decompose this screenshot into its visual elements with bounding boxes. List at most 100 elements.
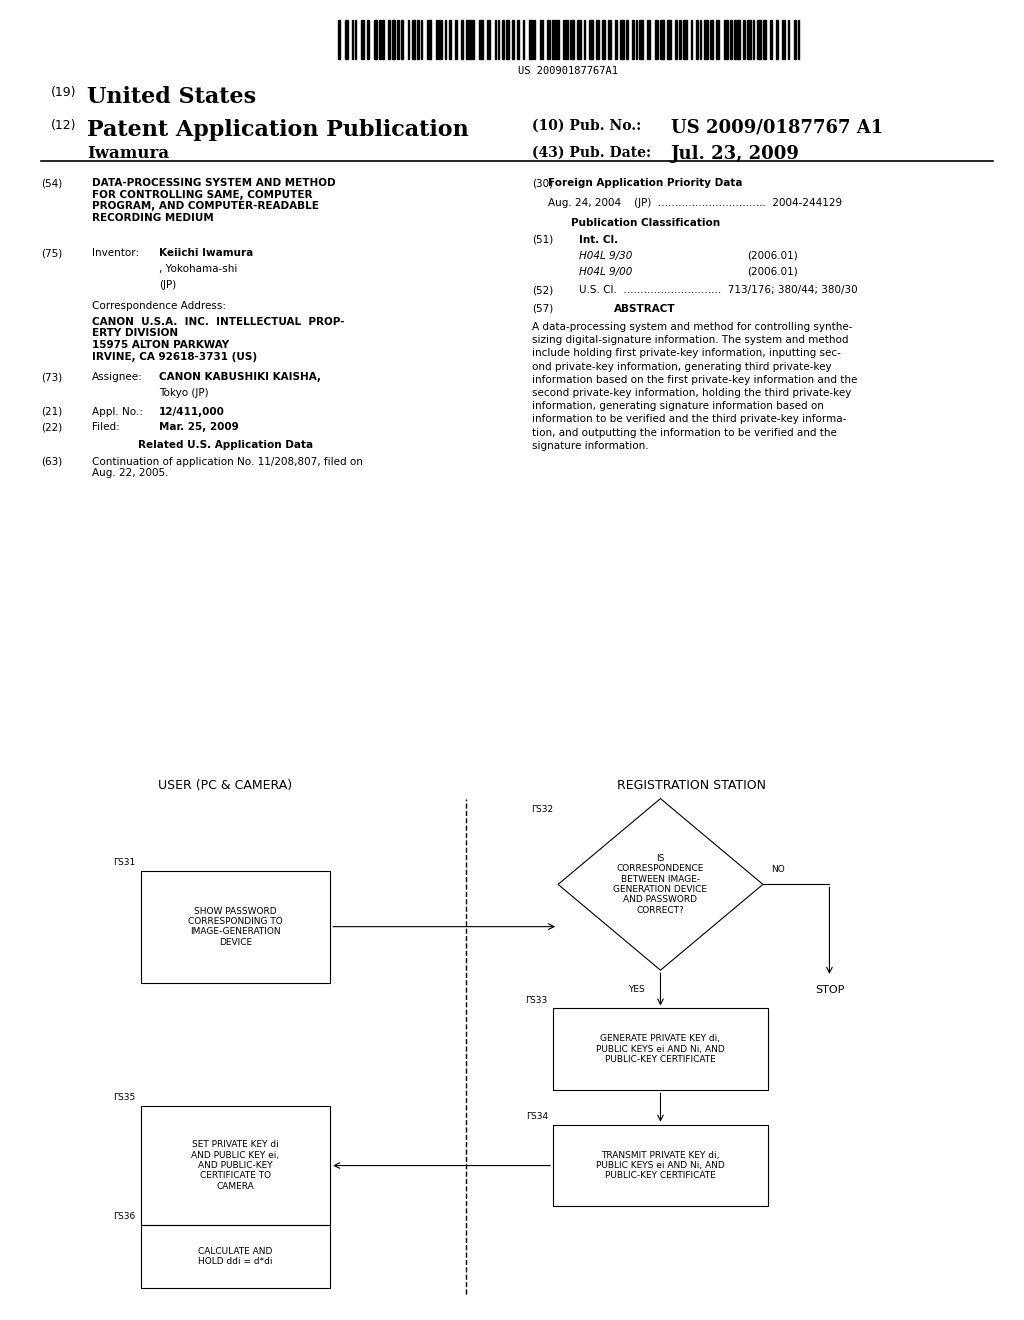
Bar	[746, 20, 751, 59]
Bar	[691, 20, 692, 59]
Bar	[770, 20, 772, 59]
Bar	[636, 20, 637, 59]
Text: (2006.01): (2006.01)	[748, 267, 799, 277]
Text: Keiichi Iwamura: Keiichi Iwamura	[159, 248, 253, 259]
Bar	[535, 20, 536, 59]
Text: Publication Classification: Publication Classification	[570, 218, 720, 228]
Bar	[647, 20, 650, 59]
Bar	[683, 20, 687, 59]
Bar	[360, 20, 364, 59]
Text: SET PRIVATE KEY di
AND PUBLIC KEY ei,
AND PUBLIC-KEY
CERTIFICATE TO
CAMERA: SET PRIVATE KEY di AND PUBLIC KEY ei, AN…	[191, 1140, 280, 1191]
Bar	[338, 20, 340, 59]
Text: CANON KABUSHIKI KAISHA,: CANON KABUSHIKI KAISHA,	[159, 372, 321, 383]
Bar	[570, 20, 573, 59]
Text: Int. Cl.: Int. Cl.	[579, 235, 617, 246]
Bar	[610, 20, 611, 59]
Bar	[753, 20, 754, 59]
Bar	[523, 20, 524, 59]
Bar	[461, 20, 463, 59]
Bar	[578, 20, 581, 59]
Bar	[794, 20, 796, 59]
Text: (63): (63)	[41, 457, 62, 467]
Bar	[703, 20, 708, 59]
Text: (19): (19)	[51, 86, 77, 99]
Bar	[387, 20, 390, 59]
Bar	[660, 20, 664, 59]
Bar	[352, 20, 353, 59]
Bar	[621, 20, 624, 59]
Bar	[699, 20, 701, 59]
Bar	[141, 1225, 330, 1288]
Bar	[602, 20, 605, 59]
Bar	[782, 20, 785, 59]
Text: US 2009/0187767 A1: US 2009/0187767 A1	[671, 119, 883, 137]
Text: (12): (12)	[51, 119, 77, 132]
Text: ΓS33: ΓS33	[525, 995, 548, 1005]
Text: H04L 9/30: H04L 9/30	[579, 251, 632, 261]
Text: USER (PC & CAMERA): USER (PC & CAMERA)	[159, 779, 292, 792]
Text: (73): (73)	[41, 372, 62, 383]
Text: DATA-PROCESSING SYSTEM AND METHOD
FOR CONTROLLING SAME, COMPUTER
PROGRAM, AND CO: DATA-PROCESSING SYSTEM AND METHOD FOR CO…	[92, 178, 336, 223]
Text: Foreign Application Priority Data: Foreign Application Priority Data	[548, 178, 742, 189]
Bar	[552, 20, 554, 59]
Bar	[396, 20, 398, 59]
Text: A data-processing system and method for controlling synthe-
sizing digital-signa: A data-processing system and method for …	[532, 322, 858, 451]
Text: Jul. 23, 2009: Jul. 23, 2009	[671, 145, 800, 164]
Text: Tokyo (JP): Tokyo (JP)	[159, 388, 208, 399]
Bar	[413, 20, 416, 59]
Text: ΓS31: ΓS31	[114, 858, 135, 867]
Text: (22): (22)	[41, 422, 62, 433]
Bar	[470, 20, 474, 59]
Text: STOP: STOP	[815, 985, 844, 995]
Text: Mar. 25, 2009: Mar. 25, 2009	[159, 422, 239, 433]
Text: Patent Application Publication: Patent Application Publication	[87, 119, 469, 141]
Bar	[450, 20, 451, 59]
Text: Filed:: Filed:	[92, 422, 120, 433]
Bar	[553, 1125, 768, 1206]
Bar	[798, 20, 799, 59]
Text: (21): (21)	[41, 407, 62, 417]
Bar	[495, 20, 497, 59]
Text: IS
CORRESPONDENCE
BETWEEN IMAGE-
GENERATION DEVICE
AND PASSWORD
CORRECT?: IS CORRESPONDENCE BETWEEN IMAGE- GENERAT…	[613, 854, 708, 915]
Bar	[626, 20, 629, 59]
Text: (54): (54)	[41, 178, 62, 189]
Text: Correspondence Address:: Correspondence Address:	[92, 301, 226, 312]
Bar	[655, 20, 658, 59]
Text: (43) Pub. Date:: (43) Pub. Date:	[532, 145, 651, 160]
Bar	[487, 20, 490, 59]
Text: United States: United States	[87, 86, 256, 108]
Bar	[355, 20, 356, 59]
Text: ΓS36: ΓS36	[114, 1212, 135, 1221]
Text: , Yokohama-shi: , Yokohama-shi	[159, 264, 238, 275]
Text: CANON  U.S.A.  INC.  INTELLECTUAL  PROP-
ERTY DIVISION
15975 ALTON PARKWAY
IRVIN: CANON U.S.A. INC. INTELLECTUAL PROP- ERT…	[92, 317, 345, 362]
Bar	[695, 20, 698, 59]
Bar	[730, 20, 732, 59]
Text: Aug. 24, 2004    (JP)  ................................  2004-244129: Aug. 24, 2004 (JP) .....................…	[548, 198, 842, 209]
Bar	[374, 20, 377, 59]
Bar	[517, 20, 518, 59]
Bar	[743, 20, 744, 59]
Text: (57): (57)	[532, 304, 554, 314]
Bar	[734, 20, 736, 59]
Bar	[553, 1008, 768, 1090]
Text: (2006.01): (2006.01)	[748, 251, 799, 261]
Text: ABSTRACT: ABSTRACT	[614, 304, 676, 314]
Text: (30): (30)	[532, 178, 554, 189]
Bar	[421, 20, 422, 59]
Bar	[615, 20, 617, 59]
Bar	[668, 20, 671, 59]
Bar	[141, 1106, 330, 1225]
Text: CALCULATE AND
HOLD ddi = d*di: CALCULATE AND HOLD ddi = d*di	[199, 1247, 272, 1266]
Bar	[717, 20, 719, 59]
Text: (JP): (JP)	[159, 280, 176, 290]
Text: U.S. Cl.  .............................  713/176; 380/44; 380/30: U.S. Cl. ............................. 7…	[579, 285, 857, 296]
Text: Inventor:: Inventor:	[92, 248, 139, 259]
Bar	[566, 20, 568, 59]
Bar	[562, 20, 564, 59]
Bar	[392, 20, 395, 59]
Text: SHOW PASSWORD
CORRESPONDING TO
IMAGE-GENERATION
DEVICE: SHOW PASSWORD CORRESPONDING TO IMAGE-GEN…	[188, 907, 283, 946]
Text: US 20090187767A1: US 20090187767A1	[518, 66, 618, 77]
Bar	[427, 20, 431, 59]
Text: Assignee:: Assignee:	[92, 372, 143, 383]
Text: ΓS35: ΓS35	[114, 1093, 135, 1102]
